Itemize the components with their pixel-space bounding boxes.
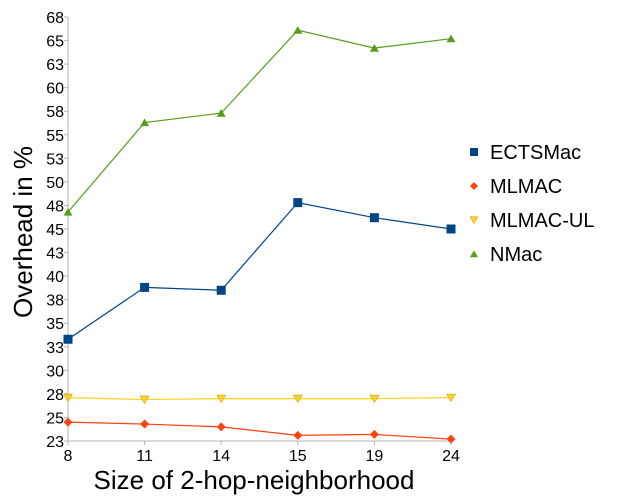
data-point — [446, 34, 456, 43]
data-point — [369, 429, 379, 439]
legend-label: MLMAC — [490, 176, 562, 198]
data-point — [63, 334, 73, 344]
legend-label: MLMAC-UL — [490, 210, 594, 232]
y-tick-label: 63 — [46, 57, 64, 74]
y-tick-label: 58 — [46, 104, 64, 121]
y-tick-label: 55 — [46, 128, 64, 145]
legend-item: MLMAC-UL — [469, 210, 594, 232]
x-tick-label: 15 — [289, 448, 307, 465]
legend-item: MLMAC — [470, 176, 562, 198]
legend-marker — [470, 182, 478, 190]
x-axis-label: Size of 2-hop-neighborhood — [94, 465, 415, 495]
series-mlmac — [63, 417, 456, 444]
data-point — [216, 394, 227, 404]
x-tick-label: 11 — [136, 448, 153, 465]
data-point — [139, 395, 150, 405]
data-point — [446, 393, 456, 403]
data-point — [369, 394, 380, 404]
series-line — [67, 397, 452, 401]
data-point — [140, 419, 150, 429]
legend-marker — [469, 216, 479, 225]
x-tick-label: 24 — [442, 448, 460, 465]
series-nmac — [63, 26, 456, 216]
y-tick-label: 23 — [46, 434, 64, 451]
data-point — [293, 198, 303, 208]
legend-item: NMac — [470, 244, 542, 266]
series-line — [67, 421, 452, 440]
data-point — [446, 224, 456, 234]
y-tick-labels: 23 25 28 30 33 35 38 40 43 45 48 50 53 55 58 60 63 65 68 — [46, 10, 64, 451]
y-tick-label: 68 — [46, 10, 64, 27]
y-tick-label: 43 — [46, 246, 64, 263]
data-point — [369, 44, 379, 52]
series-ectsmac — [63, 198, 456, 344]
series-mlmac-ul — [63, 393, 456, 405]
y-tick-label: 33 — [46, 340, 64, 357]
data-point — [293, 26, 303, 34]
y-tick-label: 45 — [46, 222, 64, 239]
y-tick-label: 35 — [46, 316, 64, 333]
axes — [64, 16, 452, 445]
series-line — [67, 29, 452, 213]
legend: ECTSMac MLMAC MLMAC-UL NMac — [469, 142, 594, 266]
y-tick-label: 48 — [46, 198, 64, 215]
legend-label: ECTSMac — [490, 142, 581, 164]
y-tick-label: 30 — [46, 363, 64, 380]
data-point — [216, 285, 226, 295]
y-tick-label: 28 — [46, 387, 64, 404]
series-line — [67, 201, 452, 340]
legend-marker — [470, 250, 478, 258]
data-point — [369, 213, 379, 223]
data-point — [140, 282, 150, 292]
series-group — [63, 26, 456, 444]
data-point — [446, 434, 456, 444]
y-tick-label: 25 — [46, 410, 64, 427]
y-tick-label: 65 — [46, 34, 64, 51]
data-point — [292, 394, 303, 404]
data-point — [140, 118, 150, 127]
x-tick-labels: 8 11 14 15 19 24 — [64, 448, 460, 465]
y-axis-label: Overhead in % — [8, 146, 38, 318]
y-tick-label: 50 — [46, 175, 64, 192]
y-tick-label: 40 — [46, 269, 64, 286]
data-point — [63, 417, 73, 427]
data-point — [216, 422, 226, 432]
data-point — [216, 109, 226, 117]
y-tick-label: 53 — [46, 151, 64, 168]
x-tick-label: 14 — [212, 448, 230, 465]
data-point — [293, 430, 303, 440]
data-point — [63, 207, 73, 216]
x-tick-label: 19 — [366, 448, 384, 465]
data-point — [63, 393, 73, 403]
y-tick-label: 60 — [46, 81, 64, 98]
legend-marker — [470, 148, 478, 156]
x-tick-label: 8 — [64, 448, 73, 465]
legend-label: NMac — [490, 244, 542, 266]
legend-item: ECTSMac — [470, 142, 581, 164]
y-tick-label: 38 — [46, 293, 64, 310]
